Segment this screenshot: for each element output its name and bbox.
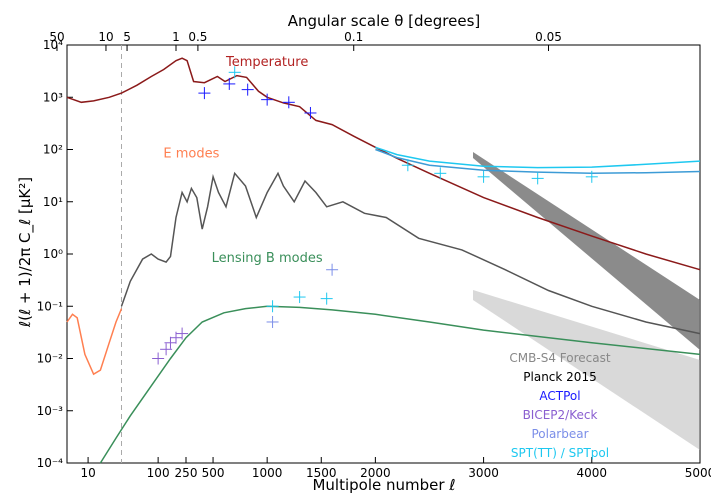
x-tick-label: 500 <box>202 466 225 480</box>
x-tick-label: 10 <box>80 466 95 480</box>
legend: CMB-S4 Forecast Planck 2015 ACTPol BICEP… <box>509 351 610 460</box>
legend-item-planck: Planck 2015 <box>523 370 596 384</box>
y-tick-label: 10⁴ <box>43 38 63 52</box>
top-axis-ticks: 50 10 5 1 0.5 0.1 0.05 <box>49 30 562 51</box>
top-tick-label: 0.1 <box>344 30 363 44</box>
y-tick-label: 10⁻³ <box>37 404 64 418</box>
top-tick-label: 0.05 <box>535 30 562 44</box>
series-line-0 <box>66 57 701 271</box>
series-line-2 <box>375 146 701 169</box>
e-modes-label: E modes <box>163 147 219 162</box>
y-tick-label: 10⁰ <box>43 247 63 261</box>
gray-error-band <box>473 152 700 450</box>
top-tick-label: 50 <box>49 30 64 44</box>
y-tick-label: 10³ <box>43 90 63 104</box>
x-axis-label: Multipole number ℓ <box>312 476 455 494</box>
x-tick-label: 2000 <box>360 466 391 480</box>
legend-item-cmb-s4: CMB-S4 Forecast <box>509 351 610 365</box>
x-tick-label: 1500 <box>306 466 337 480</box>
x-tick-label: 1000 <box>252 466 283 480</box>
top-tick-label: 5 <box>123 30 131 44</box>
top-tick-label: 10 <box>98 30 113 44</box>
x-tick-label: 5000 <box>685 466 711 480</box>
top-tick-label: 1 <box>172 30 180 44</box>
y-tick-label: 10⁻¹ <box>37 299 64 313</box>
y-axis-ticks: 10⁻⁴ 10⁻³ 10⁻² 10⁻¹ 10⁰ 10¹ 10² 10³ 10⁴ <box>37 38 73 470</box>
temperature-label: Temperature <box>225 55 308 70</box>
x-tick-label: 100 <box>147 466 170 480</box>
y-tick-label: 10⁻² <box>37 352 64 366</box>
y-tick-label: 10¹ <box>43 195 63 209</box>
data-points-layer <box>152 66 598 365</box>
y-axis-label: ℓ(ℓ + 1)/2π C_ℓ [μK²] <box>16 177 35 328</box>
top-axis-label: Angular scale θ [degrees] <box>288 12 481 30</box>
x-tick-label: 4000 <box>577 466 608 480</box>
series-line-4 <box>120 171 701 335</box>
series-line-5 <box>99 305 701 464</box>
x-tick-label: 250 <box>175 466 198 480</box>
legend-item-polarbear: Polarbear <box>531 427 588 441</box>
top-tick-label: 0.5 <box>188 30 207 44</box>
legend-item-spt: SPT(TT) / SPTpol <box>511 446 609 460</box>
y-tick-label: 10⁻⁴ <box>37 456 64 470</box>
series-line-3 <box>66 308 123 376</box>
x-tick-label: 3000 <box>468 466 499 480</box>
legend-item-bicep-keck: BICEP2/Keck <box>523 408 598 422</box>
x-axis-ticks: 10 100 250 500 1000 1500 2000 3000 4000 5000 <box>80 457 711 480</box>
lensing-b-modes-label: Lensing B modes <box>212 251 323 266</box>
series-line-1 <box>375 148 701 175</box>
y-tick-label: 10² <box>43 143 63 157</box>
legend-item-actpol: ACTPol <box>539 389 580 403</box>
series-layer <box>66 57 701 464</box>
